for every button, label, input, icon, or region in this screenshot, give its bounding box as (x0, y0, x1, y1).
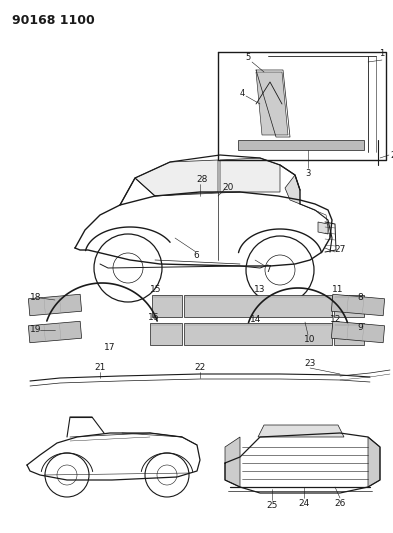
Text: 8: 8 (357, 294, 363, 303)
Text: 15: 15 (150, 286, 162, 295)
Text: 18: 18 (30, 294, 42, 303)
Polygon shape (331, 294, 385, 316)
Text: 22: 22 (195, 364, 206, 373)
Text: 25: 25 (266, 500, 278, 510)
Text: 19: 19 (30, 326, 42, 335)
Polygon shape (152, 295, 182, 317)
Polygon shape (135, 160, 218, 196)
Text: 26: 26 (334, 498, 346, 507)
Polygon shape (225, 437, 240, 487)
Polygon shape (256, 72, 288, 135)
Text: 14: 14 (250, 316, 262, 325)
Text: 17: 17 (104, 343, 116, 352)
Polygon shape (368, 437, 380, 487)
Polygon shape (28, 294, 82, 316)
Text: 10: 10 (304, 335, 316, 344)
Polygon shape (184, 323, 332, 345)
Polygon shape (28, 321, 82, 343)
Polygon shape (150, 323, 182, 345)
Text: 16: 16 (148, 313, 160, 322)
Text: 4: 4 (239, 90, 244, 99)
Text: 7: 7 (265, 265, 271, 274)
Polygon shape (334, 295, 364, 317)
Text: 3: 3 (305, 169, 311, 179)
Text: 6: 6 (193, 252, 199, 261)
Text: 23: 23 (304, 359, 316, 368)
Text: 21: 21 (94, 364, 106, 373)
Text: 12: 12 (330, 316, 342, 325)
Polygon shape (331, 321, 385, 343)
Polygon shape (285, 175, 300, 204)
Polygon shape (258, 425, 344, 437)
Text: 11: 11 (332, 286, 344, 295)
Polygon shape (184, 295, 332, 317)
Text: 24: 24 (298, 498, 310, 507)
Text: 90168 1100: 90168 1100 (12, 14, 95, 27)
Text: 27: 27 (334, 246, 346, 254)
Text: 5: 5 (245, 53, 251, 62)
Text: 1: 1 (379, 50, 385, 59)
Polygon shape (334, 323, 364, 345)
Polygon shape (238, 140, 364, 150)
Text: 20: 20 (222, 183, 234, 192)
Text: 13: 13 (254, 286, 266, 295)
Text: 9: 9 (357, 324, 363, 333)
Polygon shape (318, 222, 328, 234)
Text: 2: 2 (390, 150, 393, 159)
Polygon shape (220, 158, 280, 192)
Text: 28: 28 (196, 175, 208, 184)
